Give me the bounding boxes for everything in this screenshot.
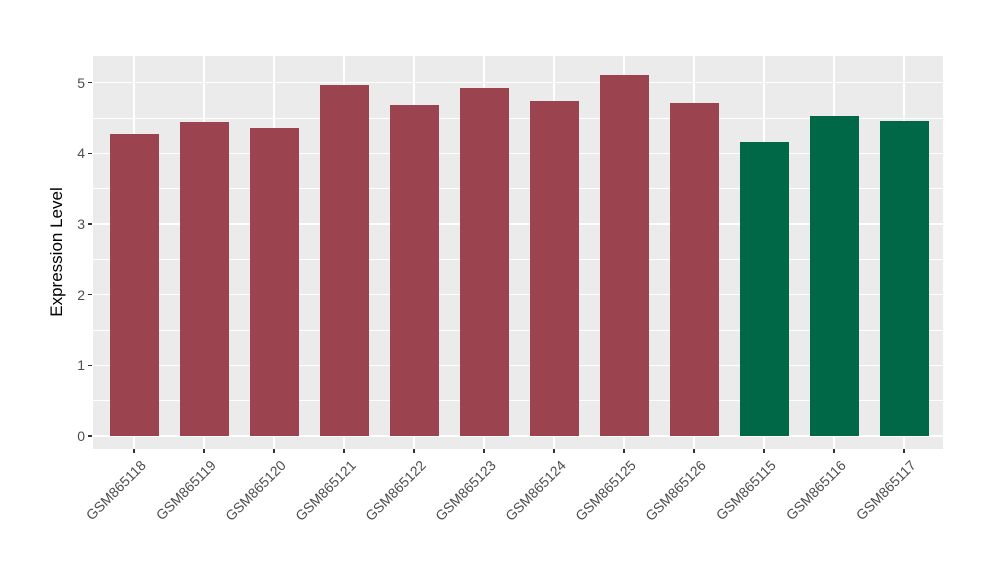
x-tick-mark	[693, 449, 695, 453]
x-tick-mark	[413, 449, 415, 453]
minor-gridline-horizontal	[93, 117, 943, 119]
bar-GSM865115	[739, 142, 789, 436]
x-tick-label: GSM865117	[853, 457, 920, 524]
major-gridline-horizontal	[93, 435, 943, 437]
plot-panel	[93, 56, 943, 449]
minor-gridline-horizontal	[93, 258, 943, 260]
y-tick-label: 2	[77, 286, 85, 303]
x-tick-label: GSM865125	[572, 457, 640, 524]
x-tick-label: GSM865121	[292, 457, 360, 524]
x-tick-mark	[343, 449, 345, 453]
bar-GSM865120	[249, 127, 299, 436]
major-gridline-horizontal	[93, 152, 943, 155]
x-tick-mark	[203, 449, 205, 453]
x-tick-mark	[553, 449, 555, 453]
bar-GSM865126	[669, 103, 719, 436]
x-tick-label: GSM865116	[783, 457, 850, 524]
x-tick-mark	[623, 449, 625, 453]
bar-GSM865122	[389, 105, 439, 436]
x-tick-mark	[483, 449, 485, 453]
bar-GSM865118	[109, 133, 159, 436]
y-tick-mark	[88, 223, 92, 225]
x-tick-label: GSM865122	[362, 457, 430, 524]
x-tick-mark	[763, 449, 765, 453]
major-gridline-horizontal	[93, 81, 943, 84]
x-tick-label: GSM865119	[153, 457, 220, 524]
minor-gridline-horizontal	[93, 188, 943, 190]
bar-GSM865121	[319, 84, 369, 436]
x-tick-mark	[903, 449, 905, 453]
x-tick-mark	[833, 449, 835, 453]
y-tick-label: 5	[77, 74, 85, 91]
x-tick-label: GSM865118	[83, 457, 150, 524]
major-gridline-horizontal	[93, 293, 943, 296]
bar-GSM865124	[529, 101, 579, 436]
bar-GSM865116	[809, 115, 859, 436]
minor-gridline-horizontal	[93, 329, 943, 331]
bar-GSM865125	[599, 74, 649, 436]
y-tick-label: 3	[77, 216, 85, 233]
x-tick-mark	[273, 449, 275, 453]
y-tick-mark	[88, 152, 92, 155]
x-tick-label: GSM865124	[502, 457, 570, 524]
y-tick-mark	[88, 293, 92, 296]
y-tick-label: 0	[77, 428, 85, 444]
x-tick-label: GSM865126	[642, 457, 710, 524]
bar-GSM865119	[179, 121, 229, 436]
bar-GSM865123	[459, 88, 509, 436]
y-tick-label: 1	[77, 357, 85, 374]
major-gridline-horizontal	[93, 223, 943, 225]
x-tick-label: GSM865120	[222, 457, 290, 524]
x-tick-label: GSM865115	[713, 457, 780, 524]
y-tick-mark	[88, 82, 92, 84]
x-tick-label: GSM865123	[432, 457, 500, 524]
bar-GSM865117	[879, 120, 929, 436]
minor-gridline-horizontal	[93, 400, 943, 402]
x-tick-mark	[133, 449, 135, 453]
y-tick-mark	[88, 435, 92, 437]
major-gridline-horizontal	[93, 364, 943, 367]
y-tick-label: 4	[77, 145, 85, 162]
y-tick-mark	[88, 364, 92, 367]
